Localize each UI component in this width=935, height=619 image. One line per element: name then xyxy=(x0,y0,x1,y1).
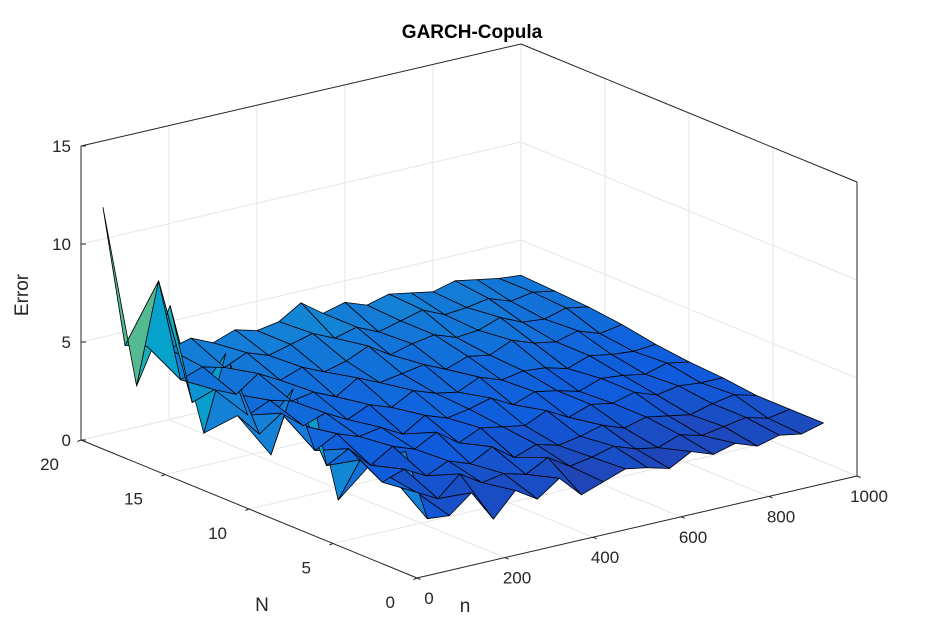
x-tick-label: 600 xyxy=(679,528,707,547)
y-tick-mark xyxy=(329,543,334,546)
surface-facet xyxy=(102,207,160,387)
y-tick-mark xyxy=(77,439,82,442)
grid-line-z xyxy=(80,239,858,379)
y-tick-label: 15 xyxy=(124,490,143,509)
x-tick-label: 400 xyxy=(591,548,619,567)
x-tick-label: 1000 xyxy=(850,487,888,506)
y-tick-mark xyxy=(413,577,418,580)
x-tick-mark xyxy=(416,577,421,580)
grid-line-z xyxy=(80,141,858,281)
z-tick-label: 5 xyxy=(62,333,71,352)
y-tick-mark xyxy=(161,474,166,477)
y-tick-label: 20 xyxy=(40,455,59,474)
grid-line-y-floor xyxy=(332,441,774,544)
x-tick-label: 800 xyxy=(767,507,795,526)
y-axis-label: N xyxy=(255,595,269,616)
x-tick-label: 200 xyxy=(503,569,531,588)
x-tick-mark xyxy=(504,557,509,560)
y-tick-label: 0 xyxy=(386,593,395,612)
x-tick-mark xyxy=(680,516,685,519)
x-tick-mark xyxy=(592,536,597,540)
z-tick-label: 15 xyxy=(52,137,71,156)
x-tick-mark xyxy=(856,475,861,478)
box-edge xyxy=(520,43,858,183)
surface-layer xyxy=(102,207,824,520)
y-tick-mark xyxy=(245,508,250,511)
grid-line-z xyxy=(80,43,858,183)
x-tick-label: 0 xyxy=(424,589,433,608)
z-tick-label: 0 xyxy=(62,431,71,450)
x-axis-label: n xyxy=(460,596,471,617)
z-axis-label: Error xyxy=(12,273,33,316)
y-tick-label: 5 xyxy=(302,559,311,578)
box-edge xyxy=(80,43,522,147)
x-tick-mark xyxy=(768,495,773,499)
y-tick-label: 10 xyxy=(208,524,227,543)
box-edge xyxy=(416,475,858,579)
chart-title: GARCH-Copula xyxy=(402,22,543,43)
z-tick-label: 10 xyxy=(52,235,71,254)
